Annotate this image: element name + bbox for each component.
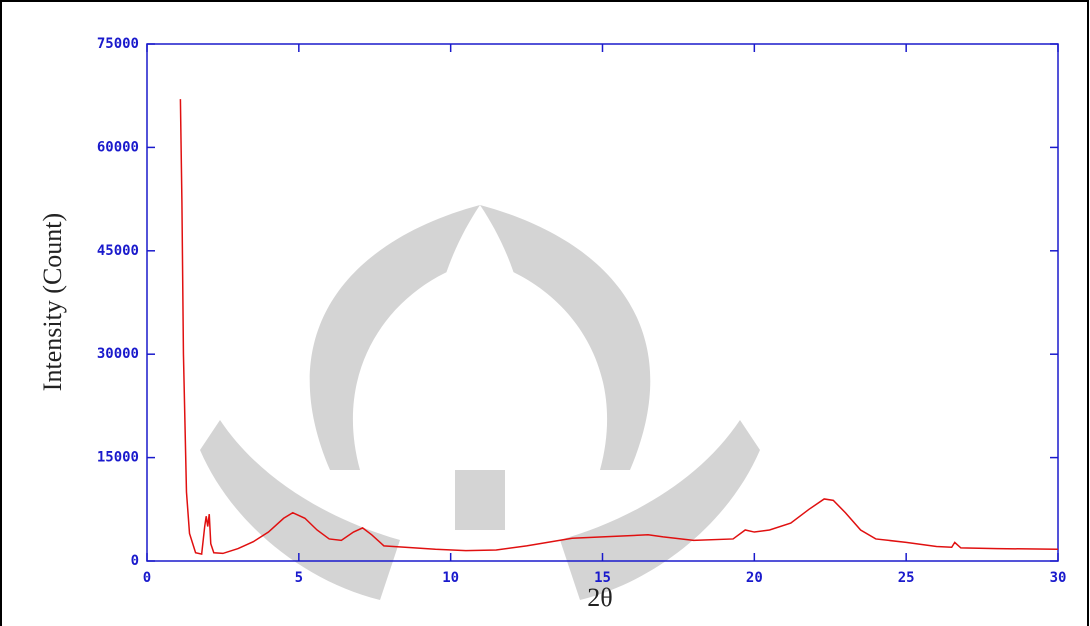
x-tick-label: 10 bbox=[442, 570, 459, 586]
y-tick-label: 15000 bbox=[97, 450, 139, 466]
x-tick-label: 30 bbox=[1050, 570, 1067, 586]
frame bbox=[1, 1, 1088, 626]
chart: 2θ Intensity (Count) 0 15000 30000 45000 600… bbox=[0, 0, 1090, 626]
y-tick-label: 45000 bbox=[97, 243, 139, 259]
x-tick-label: 0 bbox=[143, 570, 151, 586]
y-tick-label: 0 bbox=[131, 553, 139, 569]
y-tick-label: 60000 bbox=[97, 139, 139, 155]
x-tick-label: 25 bbox=[898, 570, 915, 586]
x-tick-label: 20 bbox=[746, 570, 763, 586]
y-tick-label: 30000 bbox=[97, 346, 139, 362]
x-axis-title: 2θ bbox=[587, 583, 612, 612]
x-tick-label: 15 bbox=[594, 570, 611, 586]
y-tick-label: 75000 bbox=[97, 36, 139, 52]
y-axis-title: Intensity (Count) bbox=[38, 213, 67, 391]
watermark bbox=[200, 205, 760, 600]
x-tick-label: 5 bbox=[295, 570, 303, 586]
